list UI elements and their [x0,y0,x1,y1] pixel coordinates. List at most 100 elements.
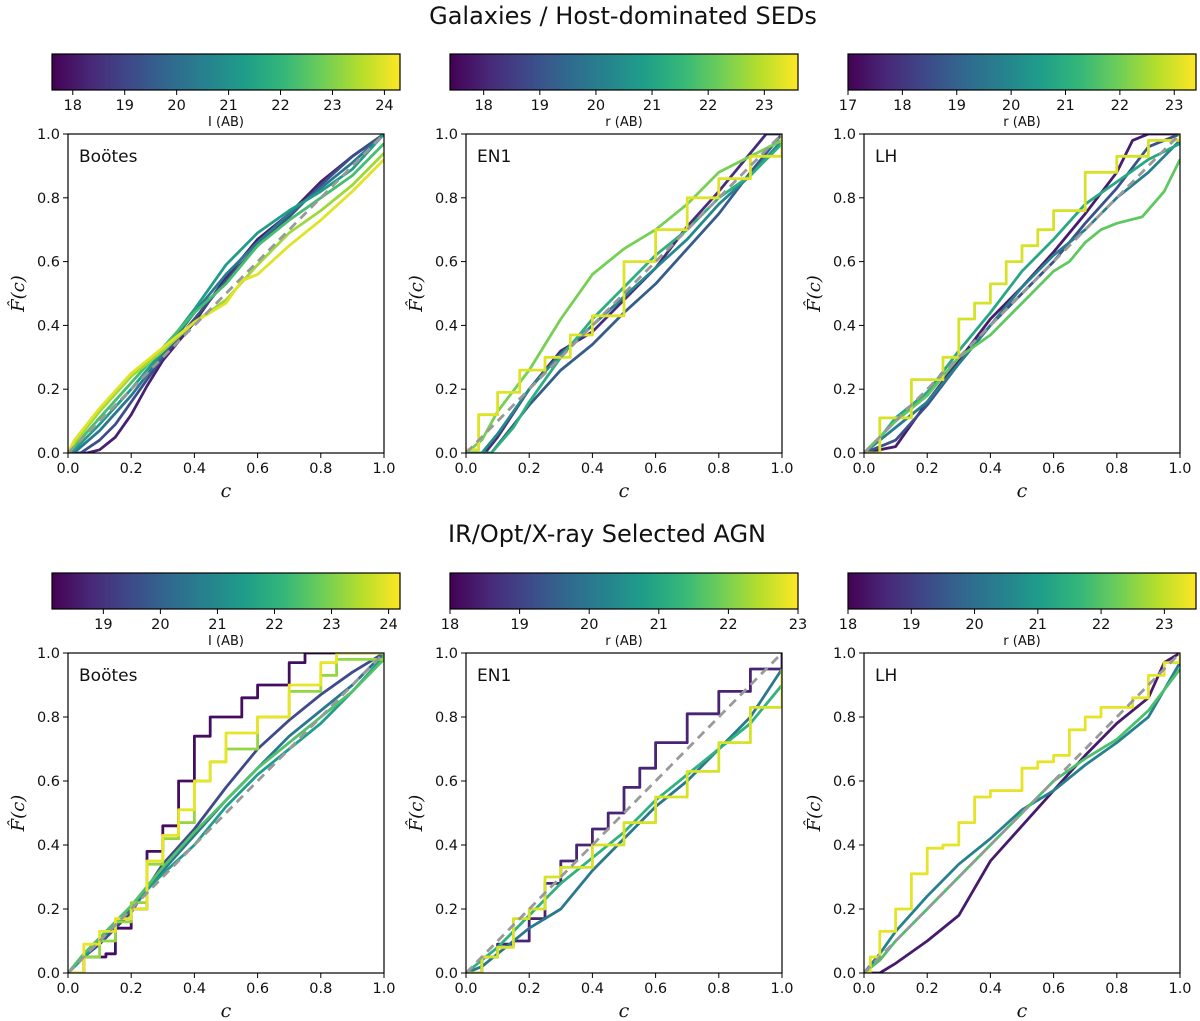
x-tick-label: 0.8 [309,461,332,477]
colorbar-frame [449,53,799,91]
colorbar-tick-label: 18 [893,98,911,114]
y-tick-label: 0.6 [833,255,856,271]
series-line-6 [68,158,384,453]
x-tick-label: 0.6 [1042,981,1065,997]
x-tick-label: 0.8 [1105,461,1128,477]
colorbar-tick-label: 21 [1029,617,1047,633]
y-axis-label: F̂(c) [803,795,825,833]
colorbar [52,573,400,609]
series-line-3 [466,669,782,973]
y-axis-label: F̂(c) [405,275,427,313]
series-line-4 [466,139,782,453]
x-tick-label: 1.0 [372,981,395,997]
colorbar-tick-label: 19 [115,98,133,114]
x-tick-label: 1.0 [770,981,793,997]
colorbar-frame [847,572,1197,610]
y-tick-label: 0.0 [37,446,60,462]
colorbar [450,573,798,609]
panel-0-2: 17 18 19 20 21 22 23 r (AB) 0.00.0 0.2 0.2 0.4 0.4 0.… [803,53,1197,502]
x-tick-label: 0.0 [454,461,477,477]
colorbar-tick-label: 19 [902,617,920,633]
colorbar-label: r (AB) [1003,634,1040,649]
colorbar-frame [51,572,401,610]
x-tick-label: 0.4 [581,461,604,477]
colorbar-tick-label: 24 [375,98,393,114]
colorbar-tick-label: 24 [379,617,397,633]
colorbar-frame [449,572,799,610]
y-tick-label: 1.0 [435,646,458,662]
top-section-title: Galaxies / Host-dominated SEDs [429,2,817,30]
colorbar-tick-label: 22 [271,98,289,114]
series-line-1 [864,661,1180,973]
colorbar-tick-label: 19 [531,98,549,114]
y-tick-label: 0.6 [435,255,458,271]
x-tick-label: 0.4 [979,461,1002,477]
x-tick-label: 0.8 [1105,981,1128,997]
y-tick-label: 0.8 [435,191,458,207]
series-line-2 [68,134,384,453]
x-tick-label: 0.6 [1042,461,1065,477]
y-tick-label: 0.4 [833,838,856,854]
colorbar-tick-label: 19 [94,617,112,633]
series-line-1 [68,134,384,453]
reference-line [68,134,384,453]
panel-label: EN1 [477,147,511,167]
colorbar-tick-label: 20 [167,98,185,114]
x-tick-label: 0.4 [183,981,206,997]
y-tick-label: 0.8 [37,191,60,207]
y-tick-label: 0.2 [37,382,60,398]
x-tick-label: 1.0 [770,461,793,477]
colorbar-tick-label: 17 [839,98,857,114]
panel-label: Boötes [79,666,138,686]
y-tick-label: 0.2 [833,902,856,918]
x-tick-label: 0.4 [581,981,604,997]
series-line-5 [466,134,782,452]
y-tick-label: 0.2 [435,382,458,398]
x-tick-label: 0.6 [246,981,269,997]
x-axis-label: c [1017,1000,1028,1021]
x-tick-label: 1.0 [1168,981,1191,997]
y-tick-label: 1.0 [435,127,458,143]
x-axis-label: c [1017,480,1028,502]
y-tick-label: 0.4 [37,318,60,334]
plot-frame [465,133,783,454]
x-tick-label: 1.0 [372,461,395,477]
y-tick-label: 0.4 [435,318,458,334]
colorbar [450,54,798,90]
panel-label: LH [875,666,897,686]
colorbar-tick-label: 20 [587,98,605,114]
x-tick-label: 0.6 [644,461,667,477]
y-tick-label: 0.8 [435,710,458,726]
colorbar-tick-label: 22 [719,617,737,633]
colorbar-tick-label: 18 [441,617,459,633]
reference-line [68,653,384,973]
plot-frame [465,652,783,974]
x-axis-label: c [619,480,630,502]
colorbar-tick-label: 18 [839,617,857,633]
y-tick-label: 0.2 [37,902,60,918]
y-tick-label: 0.6 [37,255,60,271]
panel-1-2: 18 19 20 21 22 23 r (AB) 0.00.0 0.2 0.2 0.4 0.4 0.6 0… [803,572,1197,1021]
x-tick-label: 0.2 [518,461,541,477]
x-tick-label: 0.4 [183,461,206,477]
x-tick-label: 0.2 [916,461,939,477]
x-tick-label: 0.0 [56,461,79,477]
y-tick-label: 0.6 [833,774,856,790]
series-line-3 [68,134,384,453]
colorbar-label: r (AB) [605,634,642,649]
colorbar-tick-label: 23 [1155,617,1173,633]
panel-1-0: 19 20 21 22 23 24 I (AB) 0.00.0 0.2 0.2 0.4 0.4 0.6 0… [7,572,401,1021]
y-axis-label: F̂(c) [803,275,825,313]
colorbar-tick-label: 23 [755,98,773,114]
series-group [864,653,1180,973]
colorbar-label: r (AB) [1003,115,1040,130]
y-tick-label: 0.4 [37,838,60,854]
panel-0-1: 18 19 20 21 22 23 r (AB) 0.00.0 0.2 0.2 0.4 0.4 0.6 0… [405,53,799,502]
colorbar-tick-label: 23 [1165,98,1183,114]
panel-0-0: 18 19 20 21 22 23 24 I (AB) 0.00.0 0.2 0.2 0.4 0.4 0.… [7,53,401,502]
series-line-1 [68,653,384,973]
y-tick-label: 1.0 [833,646,856,662]
x-tick-label: 0.8 [707,461,730,477]
colorbar-tick-label: 21 [1056,98,1074,114]
x-tick-label: 0.2 [120,981,143,997]
